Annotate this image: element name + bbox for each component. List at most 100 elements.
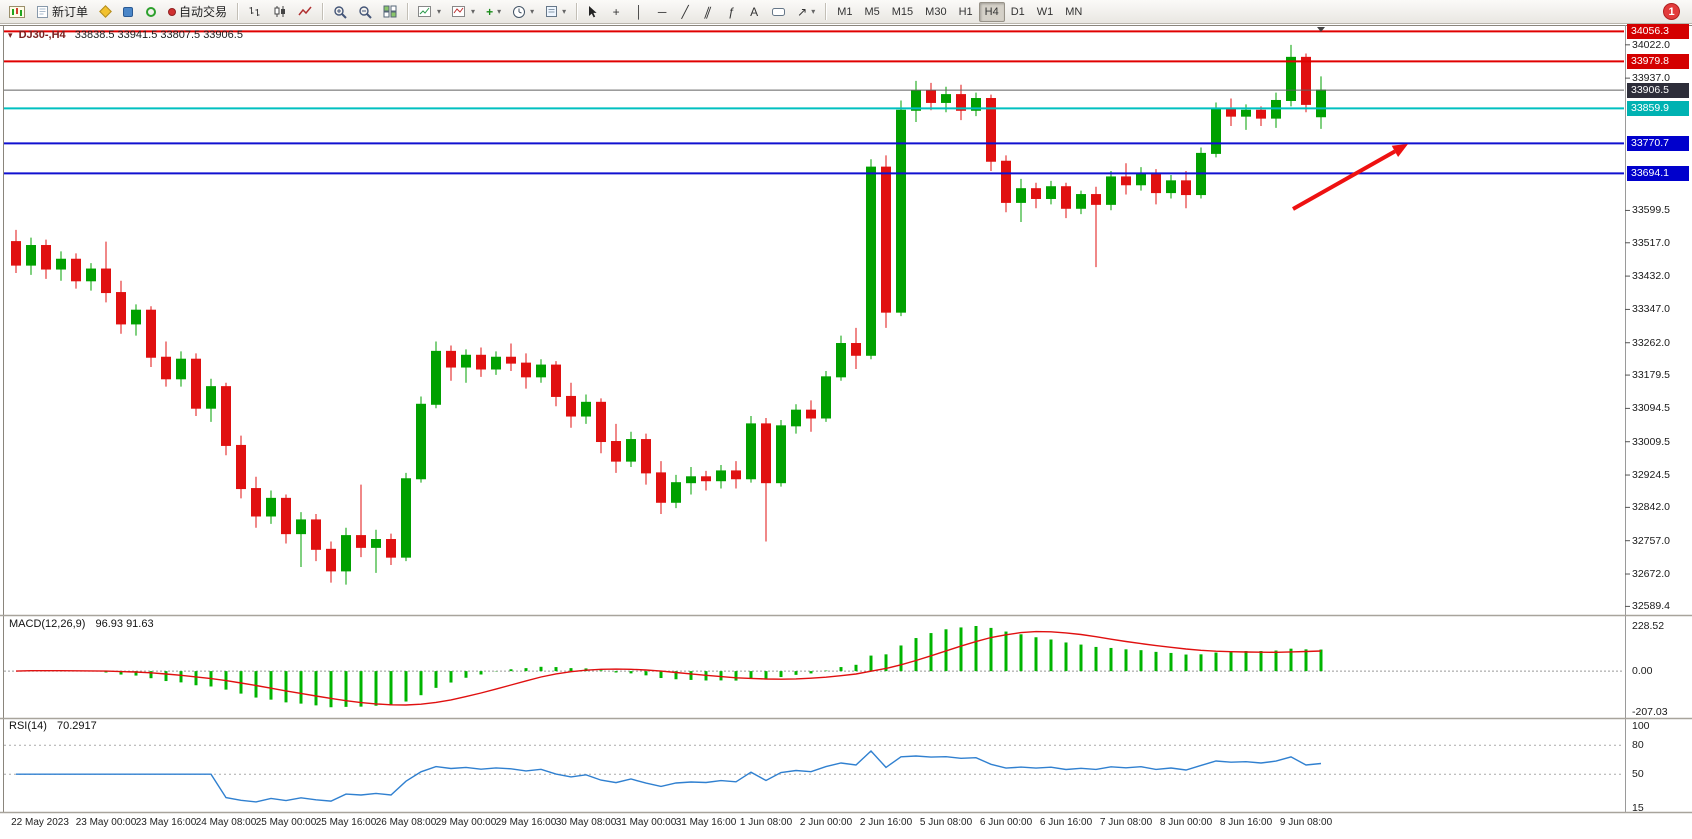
new-order-button[interactable]: 新订单 <box>31 2 93 22</box>
chart-symbol-period: DJ30-,H4 <box>18 29 66 41</box>
bar-chart-icon <box>249 7 260 16</box>
crosshair-button[interactable]: + <box>605 2 627 22</box>
channel-icon: ∥ <box>702 4 714 19</box>
time-axis-label: 22 May 2023 <box>11 817 69 828</box>
plus-icon: + <box>486 4 494 19</box>
new-chart-button[interactable] <box>4 2 30 22</box>
timeframe-button-mn[interactable]: MN <box>1065 5 1083 18</box>
toolbar-separator <box>825 3 827 20</box>
clock-icon <box>513 5 526 18</box>
chevron-down-icon: ▾ <box>562 7 567 16</box>
new-order-icon <box>37 5 48 18</box>
notification-badge[interactable]: 1 <box>1663 3 1680 20</box>
indicators-button[interactable]: ▾ <box>447 2 480 22</box>
profiles-button[interactable] <box>117 2 139 22</box>
metaeditor-icon <box>98 5 112 18</box>
toolbar-separator <box>322 3 324 20</box>
chevron-down-icon: ▾ <box>437 7 442 16</box>
timeframe-button-m1[interactable]: M1 <box>837 5 853 18</box>
zoom-out-icon <box>359 5 372 19</box>
label-tool-button[interactable] <box>766 2 791 22</box>
text-tool-button[interactable]: A <box>743 2 765 22</box>
toolbar-separator <box>576 3 578 20</box>
time-axis-label: 30 May 08:00 <box>555 817 617 828</box>
arrows-icon: ↗ <box>797 4 808 19</box>
chevron-down-icon: ▾ <box>530 7 535 16</box>
refresh-icon <box>146 6 157 17</box>
time-axis-label: 7 Jun 08:00 <box>1099 817 1153 828</box>
time-axis-label: 25 May 16:00 <box>315 817 377 828</box>
line-chart-icon <box>298 6 312 16</box>
timeframe-button-h4[interactable]: H4 <box>978 1 1005 22</box>
arrows-button[interactable]: ↗ ▾ <box>792 2 820 22</box>
time-axis-label: 29 May 16:00 <box>495 817 557 828</box>
time-axis-label: 1 Jun 08:00 <box>739 817 793 828</box>
bar-chart-button[interactable] <box>243 2 267 22</box>
zoom-in-button[interactable] <box>328 2 352 22</box>
time-axis[interactable]: 22 May 2023 23 May 00:00 23 May 16:00 24 Ma… <box>0 813 1692 839</box>
chevron-down-icon: ▾ <box>471 7 476 16</box>
rsi-value: 70.2917 <box>56 720 97 732</box>
tile-windows-icon <box>383 5 397 18</box>
profiles-icon <box>123 6 134 17</box>
toolbar-separator <box>407 3 409 20</box>
candlestick-chart-button[interactable] <box>268 2 292 22</box>
auto-trading-status-icon <box>168 7 177 16</box>
chevron-down-icon: ▾ <box>811 7 816 16</box>
text-tool-icon: A <box>750 4 759 19</box>
trendline-button[interactable]: ╱ <box>674 2 696 22</box>
zoom-out-button[interactable] <box>353 2 377 22</box>
time-axis-label: 6 Jun 16:00 <box>1039 817 1093 828</box>
chart-title: ▾ DJ30-,H4 33838.5 33941.5 33807.5 33906… <box>8 29 243 41</box>
horizontal-line-button[interactable]: ─ <box>651 2 673 22</box>
template-icon <box>546 6 558 17</box>
timeframe-button-m30[interactable]: M30 <box>925 5 947 18</box>
time-axis-label: 8 Jun 00:00 <box>1159 817 1213 828</box>
vertical-line-button[interactable]: │ <box>628 2 650 22</box>
time-axis-label: 24 May 08:00 <box>195 817 257 828</box>
auto-trading-button[interactable]: 自动交易 <box>163 2 232 22</box>
cursor-button[interactable] <box>582 2 604 22</box>
chart-ohlc-values: 33838.5 33941.5 33807.5 33906.5 <box>74 29 243 41</box>
label-tool-icon <box>772 7 786 16</box>
timeframe-button-m5[interactable]: M5 <box>864 5 880 18</box>
candlestick-chart-icon <box>274 6 286 17</box>
timeframe-button-m15[interactable]: M15 <box>891 5 914 18</box>
time-axis-label: 5 Jun 08:00 <box>919 817 973 828</box>
trendline-icon: ╱ <box>681 4 689 19</box>
zoom-in-icon <box>334 5 347 19</box>
time-axis-label: 2 Jun 00:00 <box>799 817 853 828</box>
line-chart-button[interactable] <box>293 2 317 22</box>
new-order-label: 新订单 <box>52 5 89 19</box>
indicators-icon <box>452 6 466 17</box>
time-axis-label: 31 May 00:00 <box>615 817 677 828</box>
time-axis-label: 26 May 08:00 <box>375 817 437 828</box>
horizontal-line-icon: ─ <box>657 4 667 19</box>
time-axis-label: 23 May 16:00 <box>135 817 197 828</box>
timeframe-button-w1[interactable]: W1 <box>1036 5 1054 18</box>
periods-button[interactable]: ▾ <box>507 2 539 22</box>
tile-windows-button[interactable] <box>378 2 402 22</box>
macd-name: MACD(12,26,9) <box>9 618 86 630</box>
rsi-indicator-label: RSI(14) 70.2917 <box>9 720 97 732</box>
refresh-button[interactable] <box>140 2 162 22</box>
charts-list-button[interactable]: ▾ <box>413 2 446 22</box>
timeframe-group: M1 M5 M15 M30 H1 H4 D1 W1 MN <box>831 1 1088 22</box>
time-axis-label: 31 May 16:00 <box>675 817 737 828</box>
auto-trading-label: 自动交易 <box>179 5 228 19</box>
main-toolbar: 新订单 自动交易 ▾ <box>0 0 1692 24</box>
fibonacci-icon: ƒ <box>727 4 735 19</box>
fibonacci-button[interactable]: ƒ <box>720 2 742 22</box>
timeframe-button-d1[interactable]: D1 <box>1010 5 1025 18</box>
one-click-trading-toggle[interactable]: ▾ <box>8 30 13 40</box>
channel-button[interactable]: ∥ <box>697 2 719 22</box>
add-indicator-button[interactable]: + ▾ <box>481 2 506 22</box>
time-axis-label: 25 May 00:00 <box>255 817 317 828</box>
metaeditor-button[interactable] <box>94 2 116 22</box>
timeframe-button-h1[interactable]: H1 <box>958 5 973 18</box>
macd-indicator-label: MACD(12,26,9) 96.93 91.63 <box>9 618 154 630</box>
time-axis-label: 8 Jun 16:00 <box>1219 817 1273 828</box>
templates-button[interactable]: ▾ <box>540 2 571 22</box>
